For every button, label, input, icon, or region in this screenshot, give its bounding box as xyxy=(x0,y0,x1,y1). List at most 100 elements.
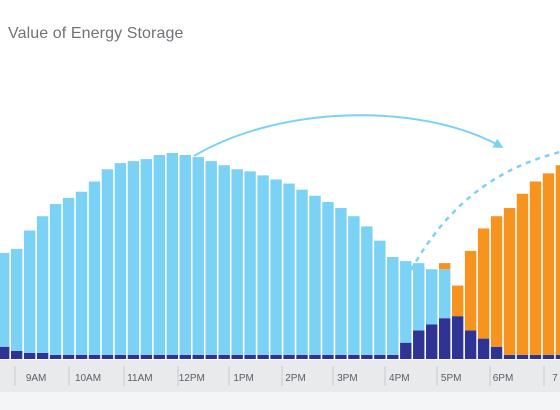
bar-s1-43 xyxy=(555,354,560,359)
bar-s1-38 xyxy=(490,346,503,359)
bar-s1-35 xyxy=(451,316,464,359)
bar-s1-41 xyxy=(529,354,542,359)
bar-s0-6 xyxy=(75,191,88,355)
bar-s0-1 xyxy=(10,248,23,351)
bar-s1-34 xyxy=(438,318,451,359)
bar-s0-18 xyxy=(231,169,243,355)
bar-s2-37 xyxy=(477,228,490,339)
bar-s1-0 xyxy=(0,346,10,359)
bar-s1-25 xyxy=(322,354,334,359)
x-axis-ticks: 9AM 10AM 11AM 12PM 1PM 2PM 3PM 4PM 5PM 6PM 7 xyxy=(14,366,558,386)
bar-s0-32 xyxy=(413,263,425,331)
bar-s0-17 xyxy=(218,165,230,355)
tick-label: 1PM xyxy=(233,373,254,384)
tick-label: 2PM xyxy=(285,373,306,384)
bar-s2-39 xyxy=(503,208,516,355)
energy-storage-chart: 9AM 10AM 11AM 12PM 1PM 2PM 3PM 4PM 5PM 6PM 7 xyxy=(0,114,560,392)
bar-s0-19 xyxy=(244,171,256,355)
bar-s1-14 xyxy=(179,354,191,359)
tick-label: 10AM xyxy=(75,373,101,384)
bar-s0-13 xyxy=(166,152,179,355)
bar-s1-13 xyxy=(166,354,179,359)
bar-s0-8 xyxy=(101,169,114,355)
bar-s0-12 xyxy=(153,155,166,355)
bar-s1-28 xyxy=(361,354,373,359)
bar-s2-40 xyxy=(516,193,529,355)
footer-band xyxy=(0,392,560,410)
bar-s0-23 xyxy=(296,189,308,355)
bar-s0-14 xyxy=(179,155,191,355)
bar-s1-42 xyxy=(542,354,555,359)
bar-s1-36 xyxy=(464,330,477,359)
chart-title: Value of Energy Storage xyxy=(8,25,184,42)
bar-s1-24 xyxy=(309,354,321,359)
bar-s1-12 xyxy=(153,354,166,359)
bar-s1-22 xyxy=(283,354,295,359)
bar-s0-4 xyxy=(49,203,62,355)
tick-label: 4PM xyxy=(389,373,410,384)
bar-s0-7 xyxy=(88,181,101,355)
bar-s1-4 xyxy=(49,354,62,359)
dashed-arrow-icon xyxy=(409,150,560,271)
bar-s1-33 xyxy=(426,324,438,359)
bar-s1-27 xyxy=(348,354,360,359)
bar-s1-8 xyxy=(101,354,114,359)
bar-s1-3 xyxy=(36,352,49,359)
solid-arrow-icon xyxy=(193,114,504,157)
bar-s2-36 xyxy=(464,250,477,331)
bar-s2-34 xyxy=(438,263,451,270)
bar-s0-16 xyxy=(205,161,217,355)
bar-s0-2 xyxy=(23,230,36,353)
bar-s0-22 xyxy=(283,183,295,355)
bar-s1-19 xyxy=(244,354,256,359)
bar-s0-9 xyxy=(114,163,127,355)
bar-s1-18 xyxy=(231,354,243,359)
bar-s2-38 xyxy=(490,216,503,347)
bar-s1-5 xyxy=(62,354,75,359)
bar-s0-33 xyxy=(426,269,438,325)
bar-s0-28 xyxy=(361,226,373,355)
bar-s1-2 xyxy=(23,352,36,359)
tick-label: 3PM xyxy=(337,373,358,384)
bar-s2-35 xyxy=(451,285,464,317)
bar-s0-3 xyxy=(36,216,49,353)
tick-label: 6PM xyxy=(493,373,514,384)
bar-s0-5 xyxy=(62,197,75,355)
bar-s1-39 xyxy=(503,354,516,359)
bar-s1-11 xyxy=(140,354,153,359)
bar-s1-15 xyxy=(192,354,204,359)
bar-s2-41 xyxy=(529,181,542,355)
bar-s0-15 xyxy=(192,157,204,355)
bar-s1-10 xyxy=(127,354,140,359)
bar-s0-30 xyxy=(387,257,399,355)
bar-s0-20 xyxy=(257,175,269,355)
tick-label: 5PM xyxy=(441,373,462,384)
bar-s0-31 xyxy=(400,261,412,343)
bar-s1-20 xyxy=(257,354,269,359)
bar-s0-29 xyxy=(374,240,386,355)
bar-s0-10 xyxy=(127,161,140,355)
bars-group xyxy=(0,152,560,359)
bar-s1-26 xyxy=(335,354,347,359)
bar-s1-21 xyxy=(270,354,282,359)
bar-s1-29 xyxy=(374,354,386,359)
bar-s1-6 xyxy=(75,354,88,359)
bar-s0-24 xyxy=(309,195,321,355)
tick-label: 7 xyxy=(552,373,558,384)
bar-s1-7 xyxy=(88,354,101,359)
x-axis-band xyxy=(0,360,560,392)
bar-s1-17 xyxy=(218,354,230,359)
bar-s0-0 xyxy=(0,252,10,347)
bar-s1-37 xyxy=(477,338,490,359)
bar-s1-30 xyxy=(387,354,399,359)
tick-label: 12PM xyxy=(179,373,205,384)
bar-s1-31 xyxy=(400,342,412,359)
bar-s0-21 xyxy=(270,179,282,355)
bar-s1-32 xyxy=(413,330,425,359)
bar-s2-42 xyxy=(542,173,555,355)
bar-s0-26 xyxy=(335,208,347,355)
bar-s2-43 xyxy=(555,165,560,355)
tick-label: 9AM xyxy=(26,373,47,384)
bar-s0-34 xyxy=(438,269,451,319)
bar-s0-27 xyxy=(348,216,360,355)
